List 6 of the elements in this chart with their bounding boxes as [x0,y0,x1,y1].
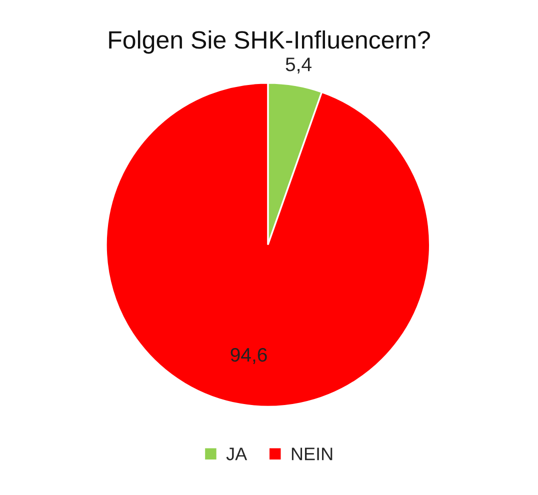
legend-label: NEIN [292,448,332,460]
data-label: 5,4 [286,58,312,74]
data-label: 94,6 [230,348,267,364]
pie-slice [105,82,431,408]
legend-label: JA [226,448,248,460]
chart-title: Folgen Sie SHK-Influencern? [109,30,430,54]
